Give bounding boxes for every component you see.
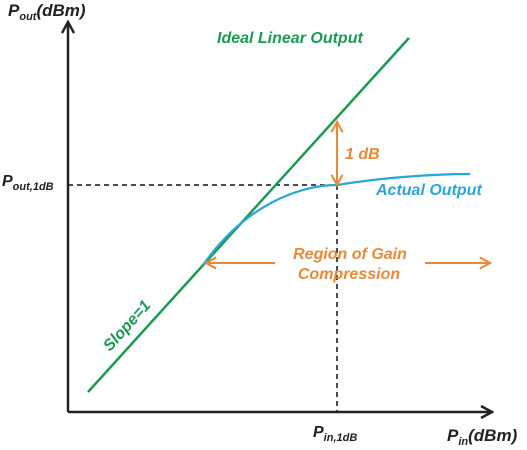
actual-output-label: Actual Output — [375, 182, 482, 199]
y-axis-label: Pout(dBm) — [8, 1, 86, 23]
p-in-1db-label: Pin,1dB — [313, 424, 357, 444]
region-label-line1: Region of Gain — [293, 246, 407, 263]
x-axis-label: Pin(dBm) — [447, 426, 518, 448]
p-out-1db-label: Pout,1dB — [2, 173, 54, 193]
region-label-line2: Compression — [298, 266, 400, 283]
one-db-label: 1 dB — [345, 146, 380, 163]
ideal-linear-output-line — [87, 37, 410, 393]
ideal-linear-output-label: Ideal Linear Output — [217, 30, 363, 47]
